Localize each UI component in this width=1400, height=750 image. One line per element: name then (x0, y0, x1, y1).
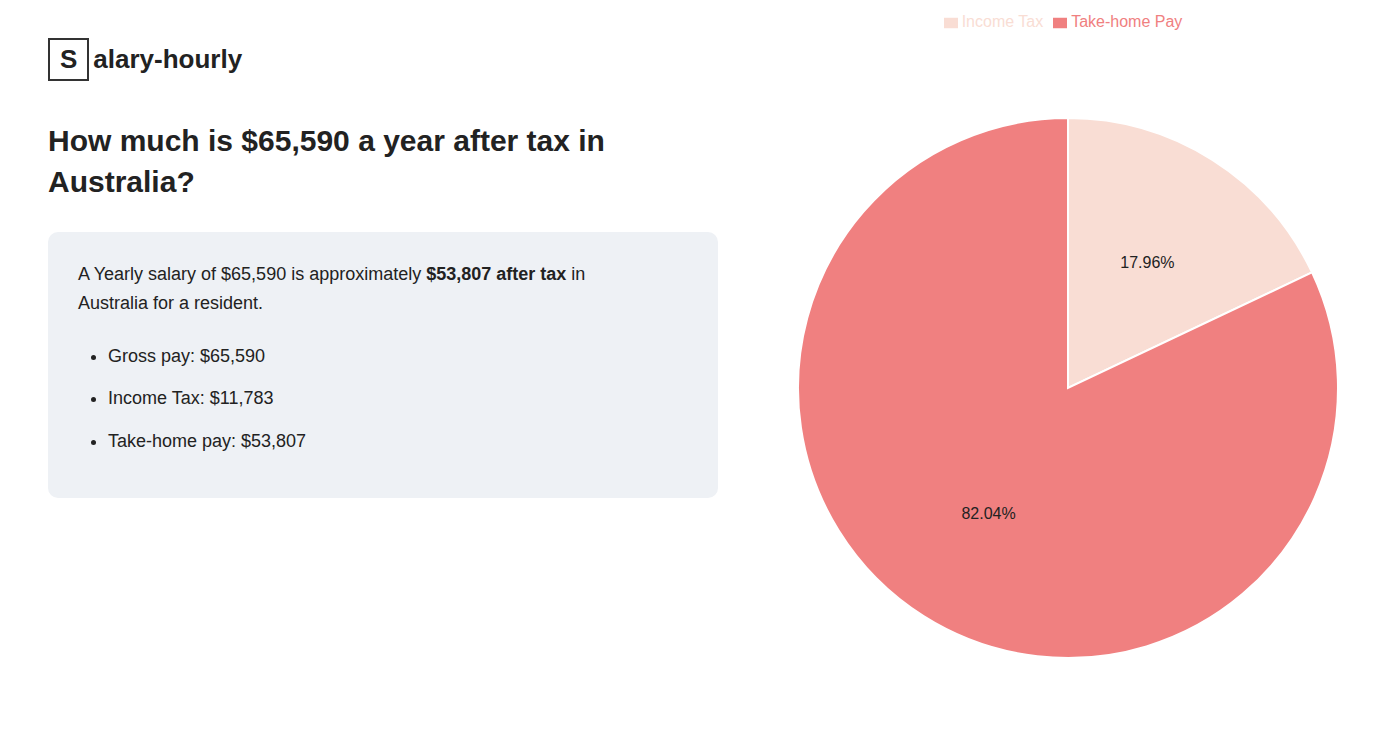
html-text:A Yearly salary of $65,590 is: A Yearly salary of $65,590 is approximat… (78, 264, 586, 284)
html-text:Gross pay: $65,590: Gross pay: $65,590 (108, 345, 266, 366)
html-text:S: S (60, 44, 78, 74)
html-text:Income Tax: Income Tax (961, 13, 1044, 30)
html-text:alary-hourly: alary-hourly (93, 44, 243, 74)
svg-text:82.04%: 82.04% (961, 505, 1015, 522)
html-text:Australia for a resident.: Australia for a resident. (78, 292, 264, 313)
svg-text:17.96%: 17.96% (1120, 254, 1174, 271)
html-text:Income Tax: $11,783: Income Tax: $11,783 (108, 388, 274, 409)
html-text:Take-home Pay: Take-home Pay (1071, 13, 1183, 30)
html-text:How much is $65,590 a year aft: How much is $65,590 a year after tax in … (48, 124, 605, 198)
html-text:Take-home pay: $53,807: Take-home pay: $53,807 (108, 431, 307, 452)
